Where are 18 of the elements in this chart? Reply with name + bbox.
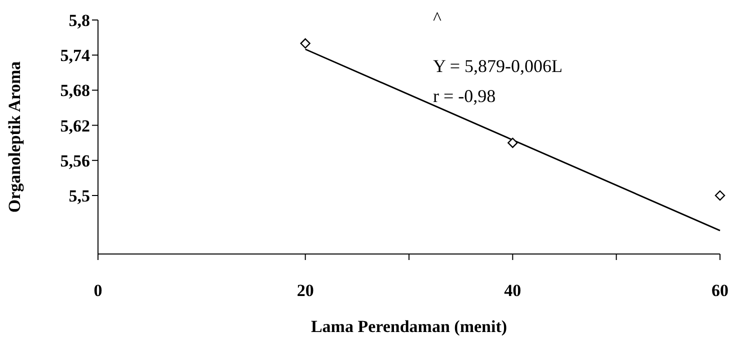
point <box>508 138 518 148</box>
annotation: Y = 5,879-0,006L <box>433 56 562 76</box>
y-tick-label: 5,8 <box>68 11 90 30</box>
annotation: r = -0,98 <box>433 86 496 106</box>
point <box>714 190 726 201</box>
y-tick-label: 5,5 <box>68 186 90 206</box>
y-tick-label: 5,74 <box>60 46 90 66</box>
y-tick-label: 5,56 <box>60 151 90 170</box>
annotation: ^ <box>433 8 442 28</box>
x-tick-label: 60 <box>712 281 728 300</box>
y-tick-label: 5,62 <box>60 116 90 136</box>
x-tick-label: 20 <box>296 281 314 300</box>
x-tick-label: 40 <box>504 281 522 300</box>
x-axis-title: Lama Perendaman (menit) <box>310 317 508 336</box>
point <box>300 38 310 48</box>
y-axis-title: Organoleptik Aroma <box>5 60 24 213</box>
x-tick-label: 0 <box>94 281 102 300</box>
y-tick-label: 5,68 <box>60 81 90 100</box>
